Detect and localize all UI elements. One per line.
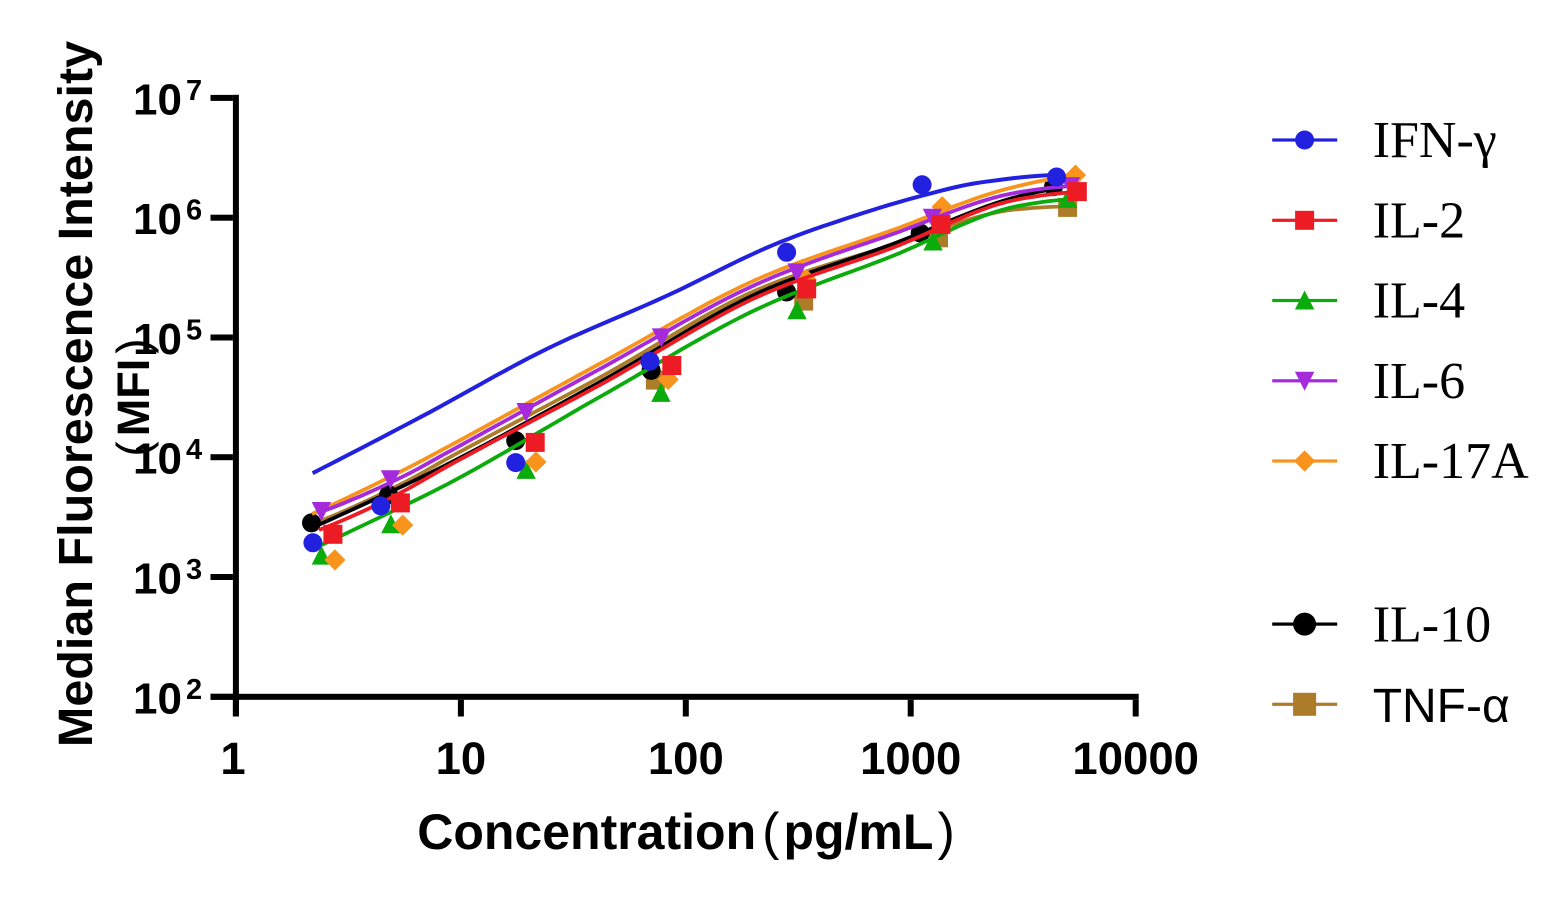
svg-text:4: 4 bbox=[186, 434, 202, 466]
svg-text:10: 10 bbox=[133, 75, 182, 124]
svg-text:1: 1 bbox=[220, 733, 245, 784]
svg-text:10: 10 bbox=[133, 674, 182, 723]
svg-text:10: 10 bbox=[133, 195, 182, 244]
svg-text:7: 7 bbox=[186, 75, 202, 107]
svg-text:10: 10 bbox=[133, 315, 182, 364]
svg-text:IL-10: IL-10 bbox=[1373, 596, 1491, 653]
svg-text:IL-2: IL-2 bbox=[1373, 193, 1465, 250]
svg-text:6: 6 bbox=[186, 195, 202, 227]
svg-text:3: 3 bbox=[186, 554, 202, 586]
svg-text:Concentration(pg/mL): Concentration (pg/mL) bbox=[417, 803, 955, 861]
svg-text:100: 100 bbox=[648, 733, 724, 784]
svg-text:IL-4: IL-4 bbox=[1373, 273, 1465, 330]
svg-text:10000: 10000 bbox=[1072, 733, 1199, 784]
svg-text:10: 10 bbox=[133, 555, 182, 604]
svg-text:IL-17A: IL-17A bbox=[1373, 433, 1529, 490]
svg-text:Median Fluorescence Intensity: Median Fluorescence Intensity bbox=[49, 41, 103, 747]
svg-text:2: 2 bbox=[186, 674, 202, 706]
svg-text:(MFI): (MFI) bbox=[107, 338, 159, 456]
svg-text:10: 10 bbox=[133, 435, 182, 484]
svg-text:10: 10 bbox=[436, 733, 487, 784]
svg-text:IFN-γ: IFN-γ bbox=[1373, 112, 1497, 169]
svg-text:TNF-α: TNF-α bbox=[1373, 680, 1510, 733]
svg-text:1000: 1000 bbox=[860, 733, 961, 784]
svg-text:IL-6: IL-6 bbox=[1373, 353, 1465, 410]
svg-text:5: 5 bbox=[186, 315, 202, 347]
